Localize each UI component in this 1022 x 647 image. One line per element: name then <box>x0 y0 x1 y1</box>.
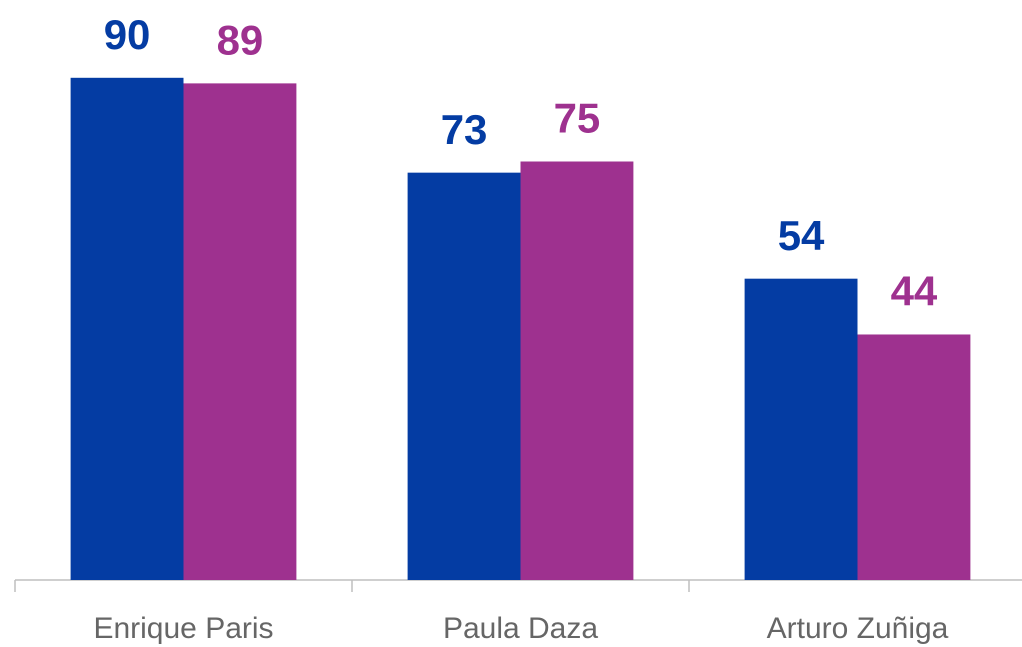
data-label: 75 <box>554 95 601 142</box>
bar <box>70 77 184 581</box>
data-label: 73 <box>441 106 488 153</box>
x-tick-label: Paula Daza <box>443 612 598 645</box>
data-label: 89 <box>217 16 264 63</box>
data-label: 90 <box>104 11 151 58</box>
bar <box>744 278 858 580</box>
bar <box>183 83 297 580</box>
data-label: 44 <box>891 268 938 315</box>
bar <box>520 161 634 580</box>
bar <box>407 172 521 580</box>
x-tick-label: Arturo Zuñiga <box>767 612 949 645</box>
bar <box>857 334 971 580</box>
x-tick-label: Enrique Paris <box>93 612 273 645</box>
data-label: 54 <box>778 212 825 259</box>
